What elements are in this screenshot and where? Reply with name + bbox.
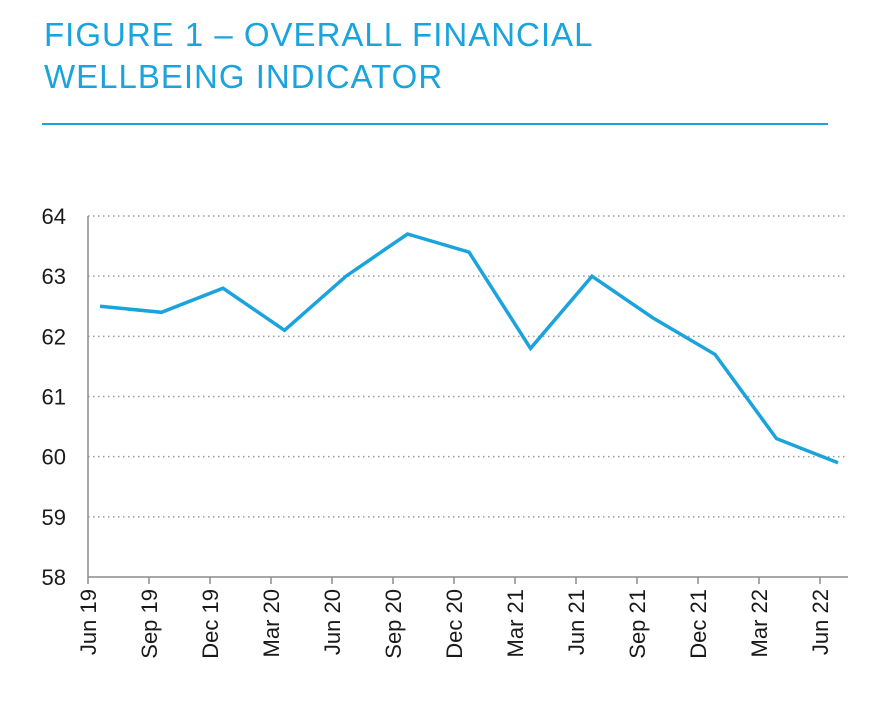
x-tick-label-6: Dec 20 [442, 589, 467, 659]
series-line-0 [99, 232, 839, 465]
x-tick-label-4: Jun 20 [320, 589, 345, 655]
series-line [99, 232, 839, 465]
y-tick-label-62: 62 [42, 324, 66, 349]
y-tick-label-64: 64 [42, 204, 66, 229]
x-tick-label-10: Dec 21 [686, 589, 711, 659]
y-tick-label-60: 60 [42, 445, 66, 470]
figure-title-line-2: WELLBEING INDICATOR [44, 58, 444, 95]
x-tick-label-1: Sep 19 [137, 589, 162, 659]
figure-title: FIGURE 1 – OVERALL FINANCIAL WELLBEING I… [44, 14, 844, 98]
x-tick-label-8: Jun 21 [564, 589, 589, 655]
x-tick-label-5: Sep 20 [381, 589, 406, 659]
y-tick-label-61: 61 [42, 385, 66, 410]
x-tick-label-0: Jun 19 [76, 589, 101, 655]
figure-title-line-1: FIGURE 1 – OVERALL FINANCIAL [44, 16, 594, 53]
x-tick-labels: Jun 19 Sep 19 Dec 19 Mar 20 Jun 20 Sep 20 Dec … [76, 589, 833, 659]
y-tick-label-63: 63 [42, 264, 66, 289]
y-tick-labels: 58 59 60 61 62 63 64 [42, 204, 66, 590]
x-tick-label-9: Sep 21 [625, 589, 650, 659]
x-tick-label-12: Jun 22 [808, 589, 833, 655]
y-tick-label-58: 58 [42, 565, 66, 590]
grid-lines [88, 215, 848, 518]
x-tick-label-7: Mar 21 [503, 589, 528, 657]
axes [87, 216, 848, 584]
x-tick-label-11: Mar 22 [747, 589, 772, 657]
x-tick-label-2: Dec 19 [198, 589, 223, 659]
y-tick-label-59: 59 [42, 505, 66, 530]
title-divider [42, 123, 828, 125]
x-tick-label-3: Mar 20 [259, 589, 284, 657]
